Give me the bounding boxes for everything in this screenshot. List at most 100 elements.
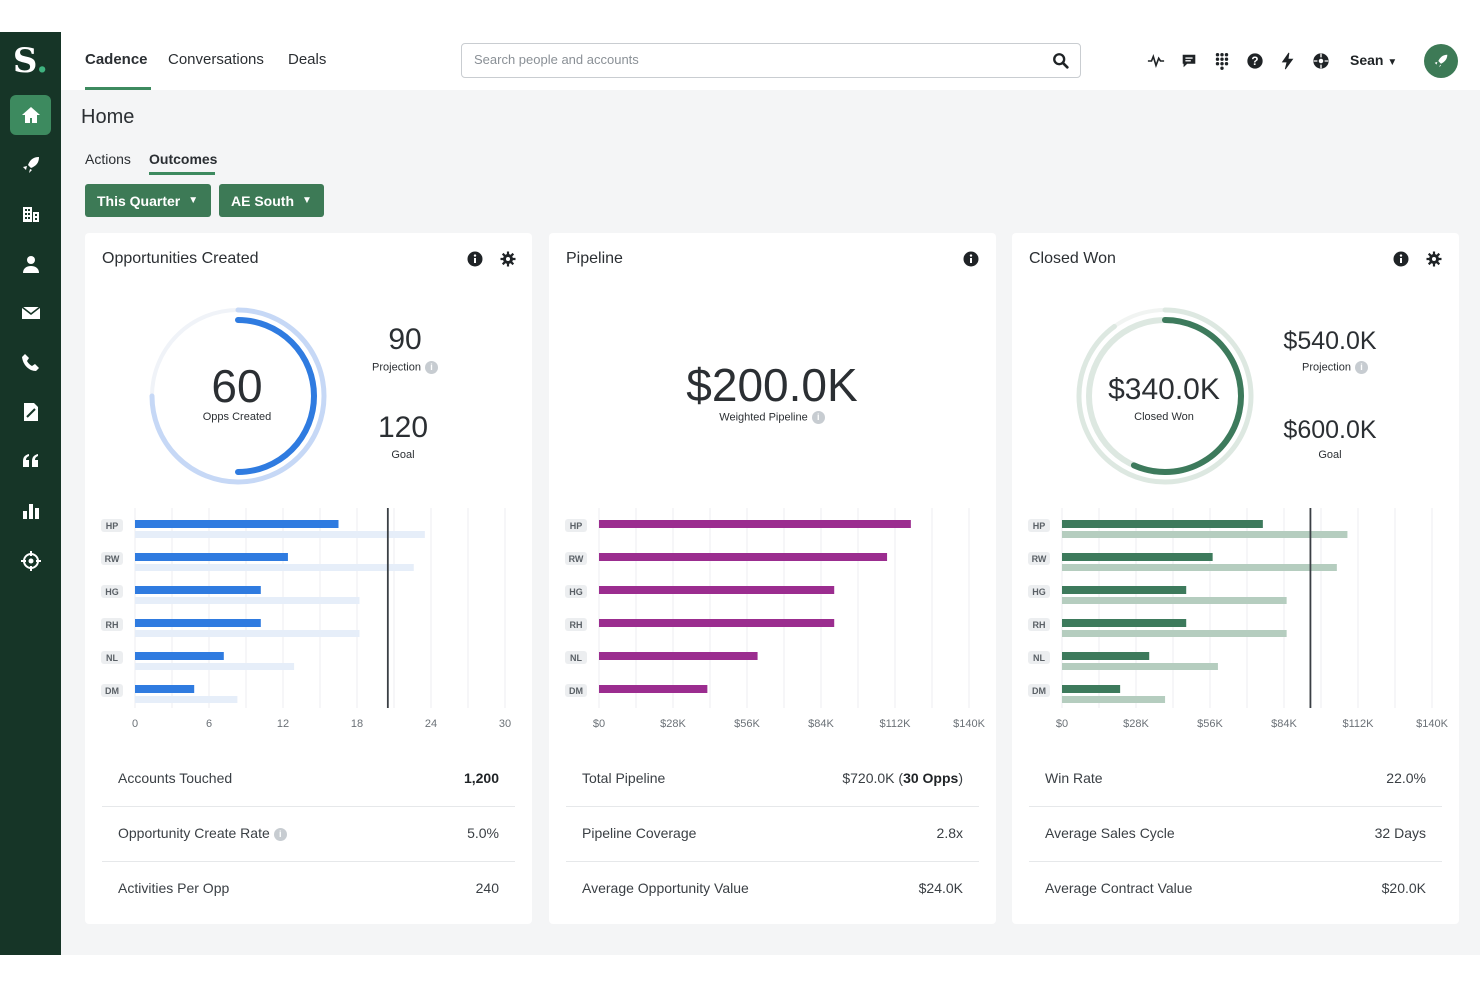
- bar[interactable]: [1062, 663, 1218, 670]
- sidebar-item-bar-chart[interactable]: [10, 491, 51, 531]
- help-icon[interactable]: ?: [1246, 52, 1264, 70]
- info-icon[interactable]: [467, 251, 483, 267]
- bar[interactable]: [599, 619, 835, 627]
- sidebar-item-phone[interactable]: [10, 343, 51, 383]
- stat-label: Activities Per Opp: [118, 880, 230, 896]
- info-icon[interactable]: i: [1354, 361, 1368, 374]
- document-icon: [23, 403, 38, 421]
- sidebar-item-rocket[interactable]: [10, 145, 51, 185]
- bar[interactable]: [1062, 597, 1287, 604]
- apps-grid-icon[interactable]: [1213, 52, 1231, 70]
- bar[interactable]: [135, 586, 261, 594]
- bar[interactable]: [135, 553, 288, 561]
- x-tick-label: $112K: [1343, 718, 1375, 730]
- info-icon[interactable]: [1393, 251, 1409, 267]
- activity-icon[interactable]: [1147, 52, 1165, 70]
- category-label: RW: [569, 554, 584, 564]
- opportunities-created-card: Opportunities Created 60 Opps Created 90…: [85, 233, 532, 924]
- bar[interactable]: [599, 553, 888, 561]
- bar[interactable]: [1062, 520, 1263, 528]
- launch-button[interactable]: [1424, 44, 1458, 78]
- bar[interactable]: [135, 564, 414, 571]
- bar[interactable]: [135, 597, 360, 604]
- tab-deals[interactable]: Deals: [288, 51, 327, 68]
- search-icon[interactable]: [1052, 52, 1070, 70]
- bar[interactable]: [1062, 553, 1213, 561]
- sidebar-item-mail[interactable]: [10, 293, 51, 333]
- bar-chart-svg: 0 6 12 18 24 30 HP RW HG RH NL DM: [101, 508, 511, 730]
- gear-icon[interactable]: [1426, 251, 1442, 267]
- row-label-badge: [101, 684, 123, 697]
- active-tab-indicator: [85, 87, 151, 90]
- sidebar-item-crosshair[interactable]: [10, 541, 51, 581]
- bar[interactable]: [1062, 652, 1150, 660]
- settings-gear-icon[interactable]: [1312, 52, 1330, 70]
- bar[interactable]: [1062, 564, 1337, 571]
- tab-conversations[interactable]: Conversations: [168, 51, 264, 68]
- bar[interactable]: [1062, 630, 1287, 637]
- tab-cadence[interactable]: Cadence: [85, 51, 148, 68]
- user-menu[interactable]: Sean ▼: [1350, 52, 1397, 68]
- home-icon: [21, 107, 40, 123]
- bar[interactable]: [135, 652, 224, 660]
- chat-icon[interactable]: [1180, 52, 1198, 70]
- quarter-filter-button[interactable]: This Quarter ▼: [85, 184, 211, 217]
- bar[interactable]: [1062, 685, 1121, 693]
- subtab-actions[interactable]: Actions: [85, 151, 131, 167]
- sidebar-item-quote[interactable]: [10, 442, 51, 482]
- sidebar-item-document[interactable]: [10, 392, 51, 432]
- x-tick-label: 30: [499, 718, 511, 730]
- rocket-icon: [1434, 54, 1448, 68]
- lightning-icon[interactable]: [1279, 52, 1297, 70]
- weighted-pipeline-label: Weighted Pipeline i: [662, 411, 882, 424]
- stat-row: Average Opportunity Value $24.0K: [566, 862, 979, 917]
- x-tick-label: $140K: [1416, 718, 1448, 730]
- bar[interactable]: [599, 586, 835, 594]
- bar[interactable]: [1062, 531, 1348, 538]
- sidebar-item-person[interactable]: [10, 244, 51, 284]
- team-filter-button[interactable]: AE South ▼: [219, 184, 324, 217]
- bar[interactable]: [135, 520, 339, 528]
- info-icon[interactable]: i: [273, 827, 287, 841]
- gear-icon[interactable]: [500, 251, 516, 267]
- sidebar-item-building[interactable]: [10, 194, 51, 234]
- bar[interactable]: [1062, 696, 1166, 703]
- building-icon: [22, 207, 39, 222]
- category-label: RH: [570, 620, 583, 630]
- card-title: Closed Won: [1029, 250, 1116, 267]
- search-input[interactable]: [474, 52, 1034, 67]
- info-icon[interactable]: i: [811, 411, 825, 424]
- x-tick-label: 18: [351, 718, 363, 730]
- subtab-outcomes[interactable]: Outcomes: [149, 151, 218, 167]
- stat-row: Pipeline Coverage 2.8x: [566, 807, 979, 862]
- x-tick-label: $0: [1056, 718, 1068, 730]
- info-icon[interactable]: [963, 251, 979, 267]
- x-tick-label: 0: [132, 718, 138, 730]
- phone-icon: [21, 353, 39, 371]
- sidebar-item-home[interactable]: [10, 95, 51, 135]
- bar[interactable]: [599, 685, 708, 693]
- category-label: NL: [1033, 653, 1045, 663]
- bar[interactable]: [135, 619, 261, 627]
- crosshair-icon: [20, 550, 41, 571]
- info-icon[interactable]: i: [424, 361, 438, 374]
- bar-chart-icon: [22, 504, 39, 519]
- category-label: RW: [105, 554, 120, 564]
- bar[interactable]: [1062, 586, 1187, 594]
- bar[interactable]: [1062, 619, 1187, 627]
- row-label-badge: [101, 618, 123, 631]
- chevron-down-icon: ▼: [188, 195, 199, 206]
- category-label: RH: [106, 620, 119, 630]
- bar[interactable]: [599, 652, 758, 660]
- x-tick-label: $28K: [660, 718, 686, 730]
- top-bar: Cadence Conversations Deals ?: [61, 32, 1480, 90]
- x-tick-label: $28K: [1123, 718, 1149, 730]
- app-logo[interactable]: S.: [12, 41, 49, 81]
- bar[interactable]: [135, 663, 295, 670]
- bar[interactable]: [599, 520, 911, 528]
- bar[interactable]: [135, 696, 238, 703]
- bar[interactable]: [135, 531, 425, 538]
- bar[interactable]: [135, 630, 360, 637]
- bar[interactable]: [135, 685, 195, 693]
- category-label: NL: [570, 653, 582, 663]
